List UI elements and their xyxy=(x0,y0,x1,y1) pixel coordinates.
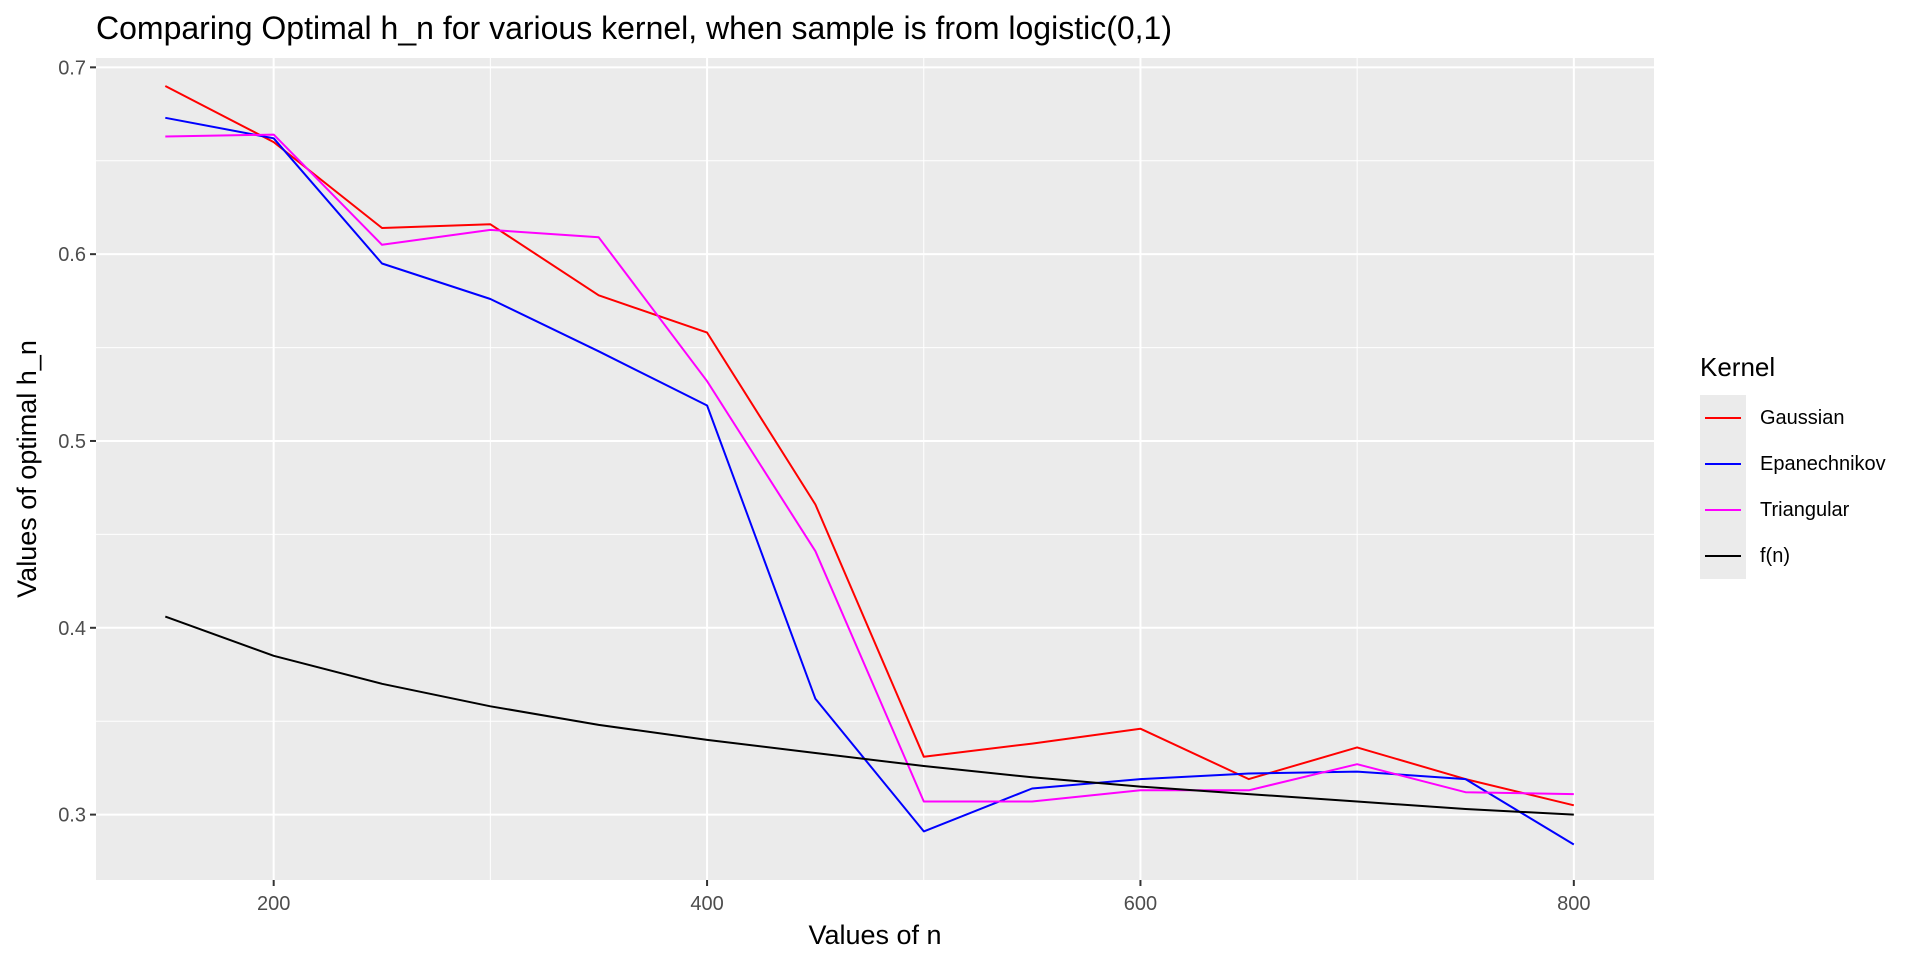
x-tick-label: 600 xyxy=(1124,893,1157,915)
x-tick-label: 200 xyxy=(257,893,290,915)
y-axis-title: Values of optimal h_n xyxy=(12,340,42,598)
x-tick-label: 800 xyxy=(1557,893,1590,915)
legend-label: Epanechnikov xyxy=(1760,452,1886,475)
legend-item: Triangular xyxy=(1700,487,1900,533)
legend-label: f(n) xyxy=(1760,544,1790,567)
legend-key-line xyxy=(1705,417,1741,419)
legend-item: f(n) xyxy=(1700,533,1900,579)
chart-title: Comparing Optimal h_n for various kernel… xyxy=(96,10,1172,46)
y-tick-label: 0.6 xyxy=(58,244,86,266)
x-tick-label: 400 xyxy=(690,893,723,915)
major-gridlines xyxy=(96,58,1654,880)
axis-ticks: 200 400 600 800 0.3 0.4 0.5 0.6 0.7 xyxy=(58,57,1590,915)
legend-items: Gaussian Epanechnikov Triangular f(n) xyxy=(1700,395,1900,579)
y-tick-label: 0.5 xyxy=(58,431,86,453)
y-tick-label: 0.3 xyxy=(58,805,86,827)
y-tick-label: 0.7 xyxy=(58,57,86,79)
legend-key-line xyxy=(1705,463,1741,465)
legend: Kernel Gaussian Epanechnikov Triangular f(n… xyxy=(1700,352,1900,579)
legend-key-swatch xyxy=(1700,395,1746,441)
series-line-triangular xyxy=(165,133,1574,803)
series-lines xyxy=(164,85,1575,846)
series-line-f-n xyxy=(164,615,1574,816)
legend-item: Epanechnikov xyxy=(1700,441,1900,487)
legend-key-line xyxy=(1705,509,1741,511)
x-axis-title: Values of n xyxy=(808,920,941,950)
legend-label: Gaussian xyxy=(1760,406,1845,429)
plot-panel xyxy=(96,58,1654,880)
minor-gridlines xyxy=(96,58,1654,880)
legend-key-swatch xyxy=(1700,487,1746,533)
series-line-epanechnikov xyxy=(165,116,1575,846)
series-line-gaussian xyxy=(164,85,1575,807)
legend-label: Triangular xyxy=(1760,498,1850,521)
legend-key-swatch xyxy=(1700,441,1746,487)
legend-key-line xyxy=(1705,555,1741,557)
legend-item: Gaussian xyxy=(1700,395,1900,441)
legend-key-swatch xyxy=(1700,533,1746,579)
legend-title: Kernel xyxy=(1700,352,1776,382)
y-tick-label: 0.4 xyxy=(58,618,86,640)
